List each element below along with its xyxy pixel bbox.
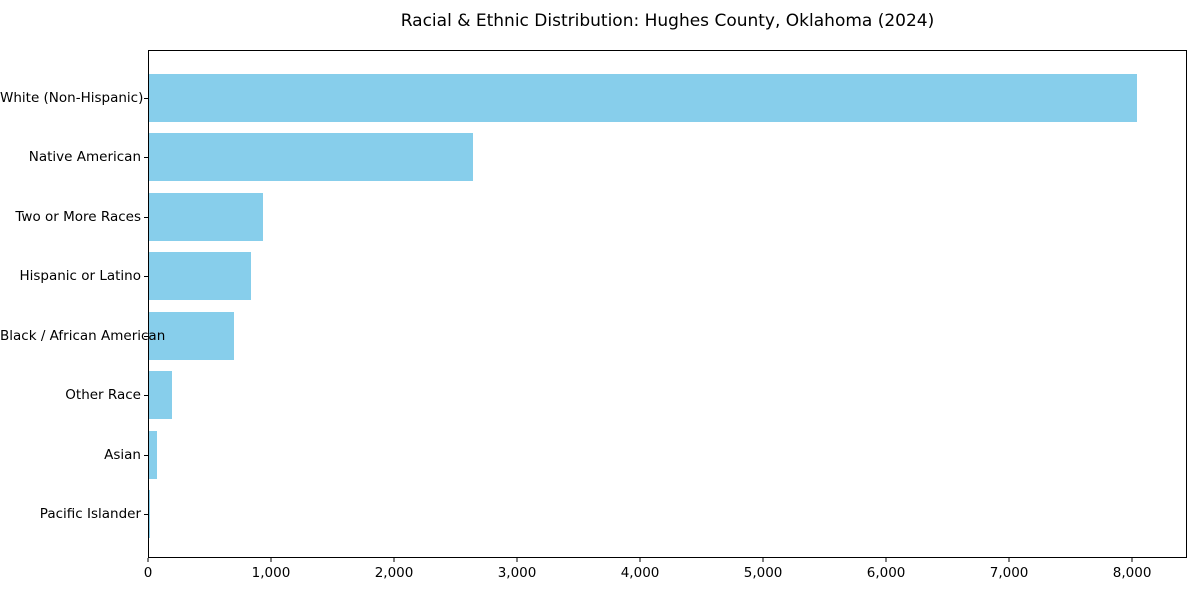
bar — [149, 311, 234, 360]
x-tick-label: 2,000 — [374, 565, 414, 581]
y-tick — [144, 454, 148, 456]
bar — [149, 192, 263, 241]
chart-title: Racial & Ethnic Distribution: Hughes Cou… — [400, 11, 935, 31]
bar — [149, 252, 252, 301]
y-axis-label: Asian — [104, 446, 141, 463]
x-tick — [1008, 558, 1010, 562]
y-axis-label: Native American — [28, 149, 141, 166]
bar — [149, 133, 473, 182]
x-tick — [639, 558, 641, 562]
x-tick — [270, 558, 272, 562]
y-axis: White (Non-Hispanic) Native American Two o… — [0, 50, 166, 558]
y-tick — [144, 276, 148, 278]
bar — [149, 73, 1137, 122]
y-tick — [144, 395, 148, 397]
x-tick-label: 8,000 — [1112, 565, 1152, 581]
y-axis-label: Other Race — [65, 387, 141, 404]
x-tick-label: 5,000 — [743, 565, 783, 581]
x-tick — [1131, 558, 1133, 562]
x-tick — [885, 558, 887, 562]
y-axis-label: Hispanic or Latino — [19, 268, 141, 285]
x-tick-label: 6,000 — [866, 565, 906, 581]
plot-area — [144, 50, 1187, 558]
y-tick — [144, 216, 148, 218]
x-tick — [147, 558, 149, 562]
bar — [149, 371, 172, 420]
y-axis-label: White (Non-Hispanic) — [0, 89, 144, 106]
y-tick — [144, 97, 148, 99]
y-tick — [144, 514, 148, 516]
x-tick-label: 7,000 — [989, 565, 1029, 581]
y-axis-label: Two or More Races — [15, 208, 141, 225]
y-axis-label: Pacific Islander — [39, 506, 141, 523]
x-tick-label: 1,000 — [251, 565, 291, 581]
y-tick — [144, 157, 148, 159]
x-axis: 0 1,000 2,000 3,000 4,000 5,000 6,000 7,000 8,00… — [144, 558, 1187, 598]
x-tick — [393, 558, 395, 562]
x-tick — [762, 558, 764, 562]
x-tick — [516, 558, 518, 562]
y-tick — [144, 335, 148, 337]
x-tick-label: 4,000 — [620, 565, 660, 581]
bar — [149, 430, 157, 479]
x-tick-label: 0 — [143, 565, 153, 581]
x-tick-label: 3,000 — [497, 565, 537, 581]
bar — [149, 490, 150, 539]
y-axis-label: Black / African American — [0, 327, 166, 344]
